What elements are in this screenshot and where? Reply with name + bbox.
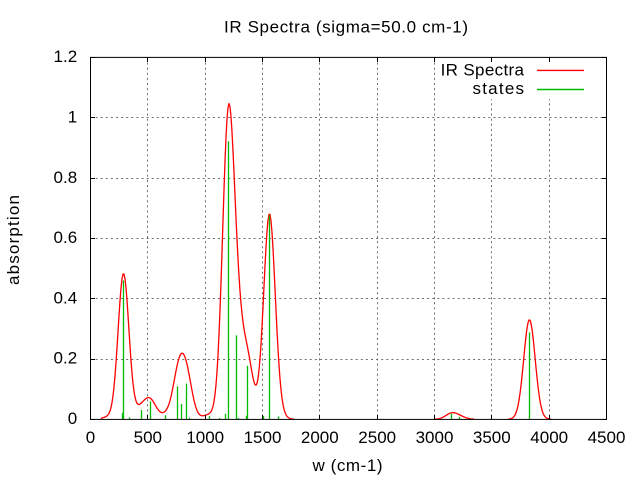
svg-text:0.4: 0.4 [54, 288, 78, 307]
svg-text:2500: 2500 [358, 428, 396, 447]
svg-text:3500: 3500 [473, 428, 511, 447]
svg-text:1.2: 1.2 [54, 47, 78, 66]
svg-text:IR Spectra: IR Spectra [441, 60, 525, 79]
svg-text:1500: 1500 [244, 428, 282, 447]
svg-text:IR Spectra (sigma=50.0 cm-1): IR Spectra (sigma=50.0 cm-1) [224, 18, 468, 37]
svg-text:0.8: 0.8 [54, 168, 78, 187]
svg-text:1: 1 [68, 108, 77, 127]
svg-text:0: 0 [86, 428, 95, 447]
svg-text:absorption: absorption [4, 195, 23, 285]
svg-text:1000: 1000 [186, 428, 224, 447]
svg-text:w (cm-1): w (cm-1) [312, 456, 383, 475]
svg-text:0: 0 [68, 409, 77, 428]
svg-text:states: states [473, 79, 525, 98]
svg-text:0.2: 0.2 [54, 349, 78, 368]
svg-text:500: 500 [134, 428, 162, 447]
svg-text:0.6: 0.6 [54, 228, 78, 247]
svg-text:4000: 4000 [530, 428, 568, 447]
svg-text:4500: 4500 [588, 428, 626, 447]
svg-text:3000: 3000 [416, 428, 454, 447]
svg-text:2000: 2000 [301, 428, 339, 447]
